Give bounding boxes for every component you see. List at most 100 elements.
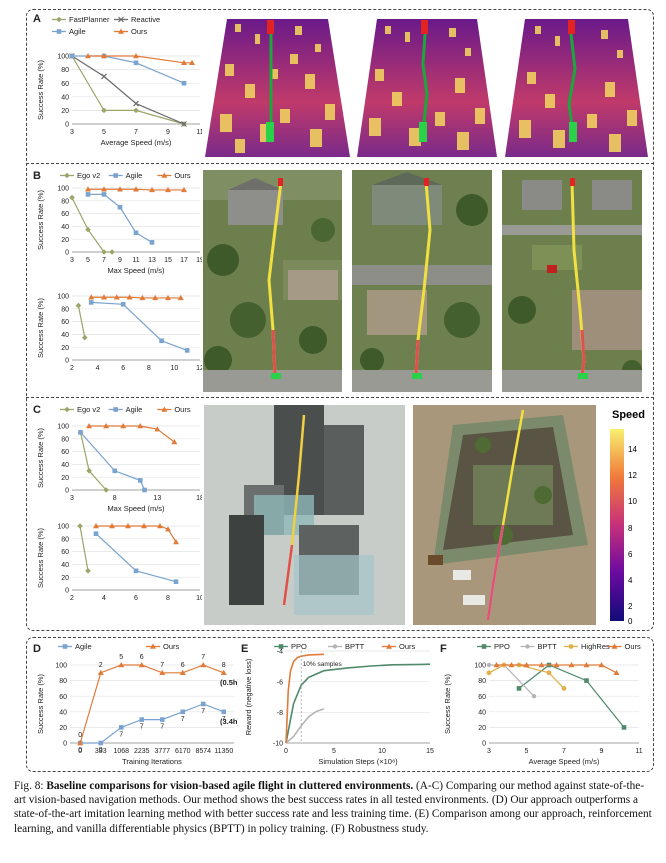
agile-marker <box>78 430 83 435</box>
legend-label-agile: Agile <box>126 171 143 180</box>
ours-marker <box>165 526 171 532</box>
ours-marker <box>159 669 166 675</box>
panel-label-e: E <box>241 643 249 655</box>
y-axis-label: Success Rate (%) <box>36 527 45 588</box>
ours-marker <box>598 662 605 668</box>
ours-marker <box>85 53 91 59</box>
ours-marker <box>523 662 530 668</box>
y-tick-label: 0 <box>482 741 486 748</box>
colorbar-tick: 14 <box>628 445 637 454</box>
data-label: 0 <box>78 732 82 739</box>
ego-v2-marker <box>69 194 75 201</box>
x-tick-label: 3 <box>70 495 74 502</box>
x-tick-label: 18 <box>196 495 202 502</box>
bptt-marker <box>525 644 530 649</box>
chart-b-average-speed: 100 80 60 40 20 02 4 6 8 10 12 Success Rate (%) <box>36 294 202 372</box>
series-line-ppo <box>285 663 431 744</box>
agile-marker <box>69 53 75 59</box>
series-line-ours <box>91 296 181 299</box>
ours-marker <box>200 662 207 668</box>
highres-marker <box>568 644 574 649</box>
series-line-ego-v2 <box>77 305 86 338</box>
series-line-ours <box>285 653 324 744</box>
agile-marker <box>149 240 155 245</box>
ours-marker <box>97 669 104 675</box>
y-tick-label: 20 <box>61 108 69 115</box>
series-line-ours <box>89 425 175 443</box>
y-tick-label: 60 <box>61 81 69 88</box>
x-axis-label: Simulation Steps (×10⁸) <box>318 757 398 766</box>
data-label: 7 <box>222 716 226 723</box>
x-tick-label: 13 <box>153 495 161 502</box>
chart-a: 100 80 60 40 20 03 5 7 9 11 Average Speed (m/s) Suc… <box>36 15 202 147</box>
ours-marker <box>553 662 560 668</box>
y-tick-label: 80 <box>61 198 69 205</box>
y-tick-label: 40 <box>61 94 69 101</box>
y-tick-label: 100 <box>57 524 69 531</box>
data-label: 7 <box>119 731 123 738</box>
x-tick-label: 11 <box>132 257 139 264</box>
legend-label-ppo: PPO <box>494 642 510 651</box>
agile-marker <box>159 338 164 344</box>
x-axis-label: Training Iterations <box>122 757 182 766</box>
ours-marker <box>165 294 171 301</box>
data-label: 7 <box>201 654 205 661</box>
y-tick-label: 80 <box>61 436 69 443</box>
ego-v2-marker <box>103 487 109 493</box>
y-tick-label: 20 <box>61 345 69 352</box>
x-tick-label: 11 <box>196 129 202 136</box>
y-tick-label: -6 <box>277 679 283 686</box>
ppo-marker <box>278 644 284 649</box>
x-tick-label: 3 <box>70 257 74 264</box>
agile-marker <box>113 407 118 412</box>
ppo-marker <box>481 644 487 649</box>
y-tick-label: 40 <box>61 332 69 339</box>
ours-marker <box>141 523 147 529</box>
agile-marker <box>173 579 179 584</box>
ours-marker <box>583 662 590 668</box>
village-render-b3 <box>502 170 642 392</box>
panel-label-f: F <box>440 643 447 655</box>
ours-marker <box>177 294 184 301</box>
ours-marker <box>88 294 95 300</box>
panel-label-b: B <box>33 170 41 182</box>
colorbar-tick: 2 <box>628 602 633 611</box>
agile-marker <box>181 80 187 86</box>
series-line-ours <box>96 525 177 543</box>
ours-marker <box>149 186 155 193</box>
x-tick-label: 5 <box>525 748 529 755</box>
ours-marker <box>161 406 168 412</box>
x-tick-label: 3777 <box>154 748 170 755</box>
series-line-agile <box>80 703 224 744</box>
legend-label-agile: Agile <box>75 642 92 651</box>
map-render-a3 <box>505 14 648 157</box>
x-tick-label: 11350 <box>214 748 233 755</box>
y-tick-label: 20 <box>61 575 69 582</box>
series-line-agile <box>80 432 146 491</box>
caption-fig-number: Fig. 8: <box>14 780 47 792</box>
ours-marker <box>133 186 139 192</box>
x-axis-label: Average Speed (m/s) <box>529 757 600 766</box>
colorbar-tick: 12 <box>628 471 637 480</box>
caption-body: (A-C) Comparing our method against state… <box>14 780 652 835</box>
ours-marker <box>152 294 159 301</box>
series-line-highres <box>488 664 565 689</box>
y-axis-label: Success Rate (%) <box>36 59 45 120</box>
ours-marker <box>133 53 139 59</box>
x-tick-label: 5 <box>102 129 106 136</box>
ours-marker <box>179 669 186 675</box>
legend-label-ours: Ours <box>163 642 180 651</box>
ego-v2-marker <box>64 172 70 179</box>
ego-v2-marker <box>77 523 83 529</box>
agile-marker <box>200 701 206 707</box>
x-tick-label: 11 <box>635 748 642 755</box>
y-tick-label: 80 <box>61 306 69 313</box>
ours-marker <box>161 172 168 178</box>
data-label: 7 <box>160 724 164 731</box>
y-tick-label: 60 <box>61 549 69 556</box>
ours-marker <box>93 523 99 529</box>
x-tick-label: 2 <box>70 365 74 372</box>
x-tick-label: 0 <box>284 748 288 755</box>
x-tick-label: 9 <box>166 129 170 136</box>
